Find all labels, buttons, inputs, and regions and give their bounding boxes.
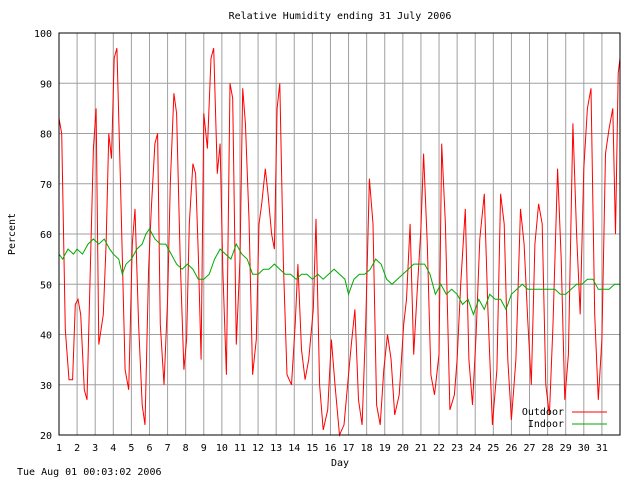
- x-tick-label: 9: [201, 443, 207, 454]
- x-tick-label: 5: [128, 443, 134, 454]
- x-tick-label: 13: [270, 443, 282, 454]
- chart-title: Relative Humidity ending 31 July 2006: [229, 11, 452, 22]
- x-tick-label: 3: [92, 443, 98, 454]
- y-tick-label: 50: [40, 280, 52, 291]
- x-tick-label: 22: [433, 443, 445, 454]
- series-lines: [58, 47, 621, 437]
- x-tick-label: 12: [252, 443, 264, 454]
- y-axis-label: Percent: [7, 213, 18, 255]
- y-tick-labels: 20 30 40 50 60 70 80 90 100: [34, 29, 52, 442]
- x-tick-label: 11: [234, 443, 246, 454]
- x-tick-label: 30: [578, 443, 590, 454]
- x-tick-label: 16: [324, 443, 336, 454]
- plot-frame: [58, 32, 621, 436]
- outdoor-series-line: [58, 47, 621, 437]
- x-tick-label: 24: [469, 443, 481, 454]
- x-tick-label: 21: [415, 443, 427, 454]
- x-tick-label: 29: [560, 443, 572, 454]
- y-tick-label: 60: [40, 230, 52, 241]
- x-tick-label: 19: [379, 443, 391, 454]
- x-tick-label: 17: [343, 443, 355, 454]
- x-tick-label: 4: [110, 443, 116, 454]
- x-tick-label: 27: [523, 443, 535, 454]
- y-tick-label: 90: [40, 79, 52, 90]
- x-tick-label: 26: [505, 443, 517, 454]
- x-tick-label: 10: [216, 443, 228, 454]
- footer-timestamp: Tue Aug 01 00:03:02 2006: [17, 467, 162, 478]
- legend-label-outdoor: Outdoor: [522, 407, 564, 418]
- y-tick-label: 70: [40, 180, 52, 191]
- x-tick-label: 15: [306, 443, 318, 454]
- x-tick-label: 8: [183, 443, 189, 454]
- indoor-series-line: [58, 228, 620, 316]
- y-tick-label: 100: [34, 29, 52, 40]
- x-tick-label: 31: [596, 443, 608, 454]
- x-tick-label: 20: [397, 443, 409, 454]
- y-tick-label: 80: [40, 130, 52, 141]
- y-tick-label: 20: [40, 431, 52, 442]
- x-axis-label: Day: [331, 458, 349, 469]
- x-tick-label: 23: [451, 443, 463, 454]
- legend-label-indoor: Indoor: [528, 419, 564, 430]
- x-tick-label: 25: [487, 443, 499, 454]
- x-tick-label: 18: [361, 443, 373, 454]
- x-tick-label: 6: [146, 443, 152, 454]
- y-tick-label: 40: [40, 331, 52, 342]
- y-tick-label: 30: [40, 381, 52, 392]
- grid-lines: [59, 33, 620, 435]
- x-tick-label: 28: [542, 443, 554, 454]
- x-tick-label: 14: [288, 443, 300, 454]
- x-tick-labels: 1 2 3 4 5 6 7 8 9 10 11 12 13 14 15 16 17 18 19 20 21 22 23 24 2…: [56, 443, 608, 454]
- x-tick-label: 1: [56, 443, 62, 454]
- x-tick-label: 2: [74, 443, 80, 454]
- x-tick-label: 7: [165, 443, 171, 454]
